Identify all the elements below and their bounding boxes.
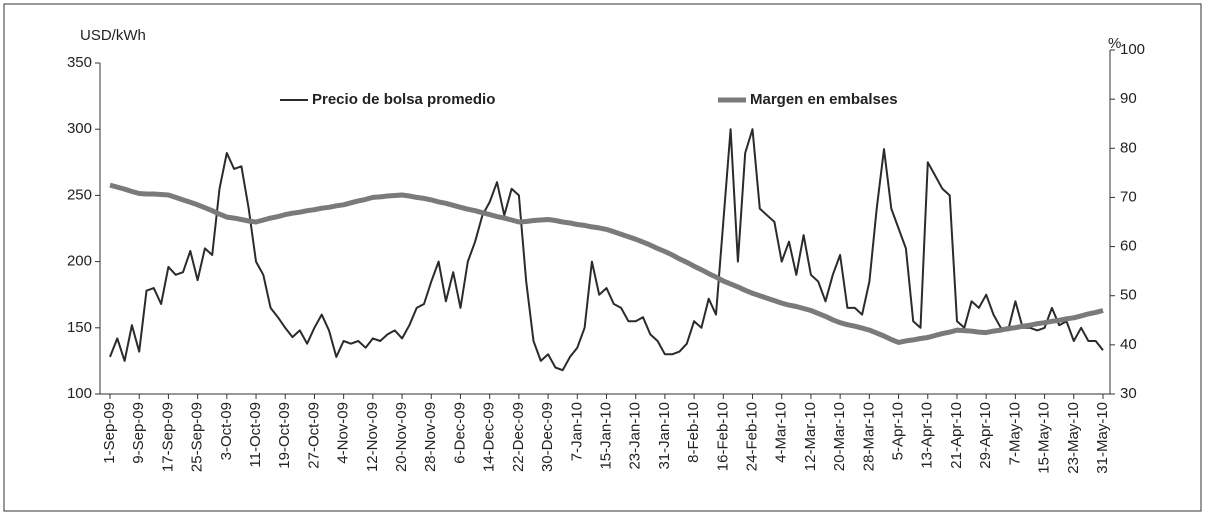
y2-tick-label: 70 xyxy=(1120,188,1137,205)
y2-tick-label: 80 xyxy=(1120,139,1137,156)
x-tick-label: 5-Apr-10 xyxy=(890,402,907,460)
x-tick-label: 7-May-10 xyxy=(1006,402,1023,465)
x-tick-label: 29-Apr-10 xyxy=(977,402,994,469)
x-tick-label: 31-May-10 xyxy=(1094,402,1111,474)
data-line xyxy=(109,128,1104,372)
y2-axis-label: % xyxy=(1108,35,1121,52)
x-tick-label: 25-Sep-09 xyxy=(189,402,206,472)
x-tick-label: 15-May-10 xyxy=(1036,402,1053,474)
x-tick-label: 31-Jan-10 xyxy=(656,402,673,470)
y2-tick-label: 40 xyxy=(1120,336,1137,353)
x-tick-label: 11-Oct-09 xyxy=(247,402,264,468)
y-tick-label: 150 xyxy=(67,319,92,336)
y-tick-label: 200 xyxy=(67,253,92,270)
y2-tick-label: 100 xyxy=(1120,41,1145,58)
x-tick-label: 4-Mar-10 xyxy=(773,402,790,463)
x-tick-label: 23-May-10 xyxy=(1065,402,1082,474)
legend-label: Margen en embalses xyxy=(750,91,898,108)
x-tick-label: 20-Nov-09 xyxy=(393,402,410,472)
y-axis-label: USD/kWh xyxy=(80,27,146,44)
x-tick-label: 17-Sep-09 xyxy=(159,402,176,472)
x-tick-label: 20-Mar-10 xyxy=(831,402,848,471)
x-tick-label: 1-Sep-09 xyxy=(101,402,118,464)
x-tick-label: 8-Feb-10 xyxy=(685,402,702,463)
data-line xyxy=(109,182,1104,345)
x-tick-label: 24-Feb-10 xyxy=(743,402,760,471)
frame xyxy=(3,3,1202,512)
x-tick-label: 14-Dec-09 xyxy=(481,402,498,472)
x-tick-label: 28-Nov-09 xyxy=(422,402,439,472)
x-tick-label: 7-Jan-10 xyxy=(568,402,585,461)
x-tick-label: 22-Dec-09 xyxy=(510,402,527,472)
x-tick-label: 13-Apr-10 xyxy=(919,402,936,469)
x-tick-label: 19-Oct-09 xyxy=(276,402,293,469)
x-tick-label: 28-Mar-10 xyxy=(860,402,877,471)
x-tick-label: 4-Nov-09 xyxy=(335,402,352,464)
x-tick-label: 9-Sep-09 xyxy=(130,402,147,464)
legend-label: Precio de bolsa promedio xyxy=(312,91,495,108)
y-tick-label: 350 xyxy=(67,54,92,71)
x-tick-label: 27-Oct-09 xyxy=(305,402,322,469)
y2-tick-label: 50 xyxy=(1120,287,1137,304)
y-tick-label: 250 xyxy=(67,186,92,203)
y-tick-label: 300 xyxy=(67,120,92,137)
x-tick-label: 15-Jan-10 xyxy=(597,402,614,470)
x-tick-label: 3-Oct-09 xyxy=(218,402,235,460)
x-tick-label: 12-Nov-09 xyxy=(364,402,381,472)
y-tick-label: 100 xyxy=(67,385,92,402)
x-tick-label: 21-Apr-10 xyxy=(948,402,965,469)
x-tick-label: 30-Dec-09 xyxy=(539,402,556,472)
y2-tick-label: 60 xyxy=(1120,238,1137,255)
x-tick-label: 16-Feb-10 xyxy=(714,402,731,471)
x-tick-label: 23-Jan-10 xyxy=(627,402,644,470)
x-tick-label: 6-Dec-09 xyxy=(451,402,468,464)
y2-tick-label: 90 xyxy=(1120,90,1137,107)
x-tick-label: 12-Mar-10 xyxy=(802,402,819,471)
y2-tick-label: 30 xyxy=(1120,385,1137,402)
